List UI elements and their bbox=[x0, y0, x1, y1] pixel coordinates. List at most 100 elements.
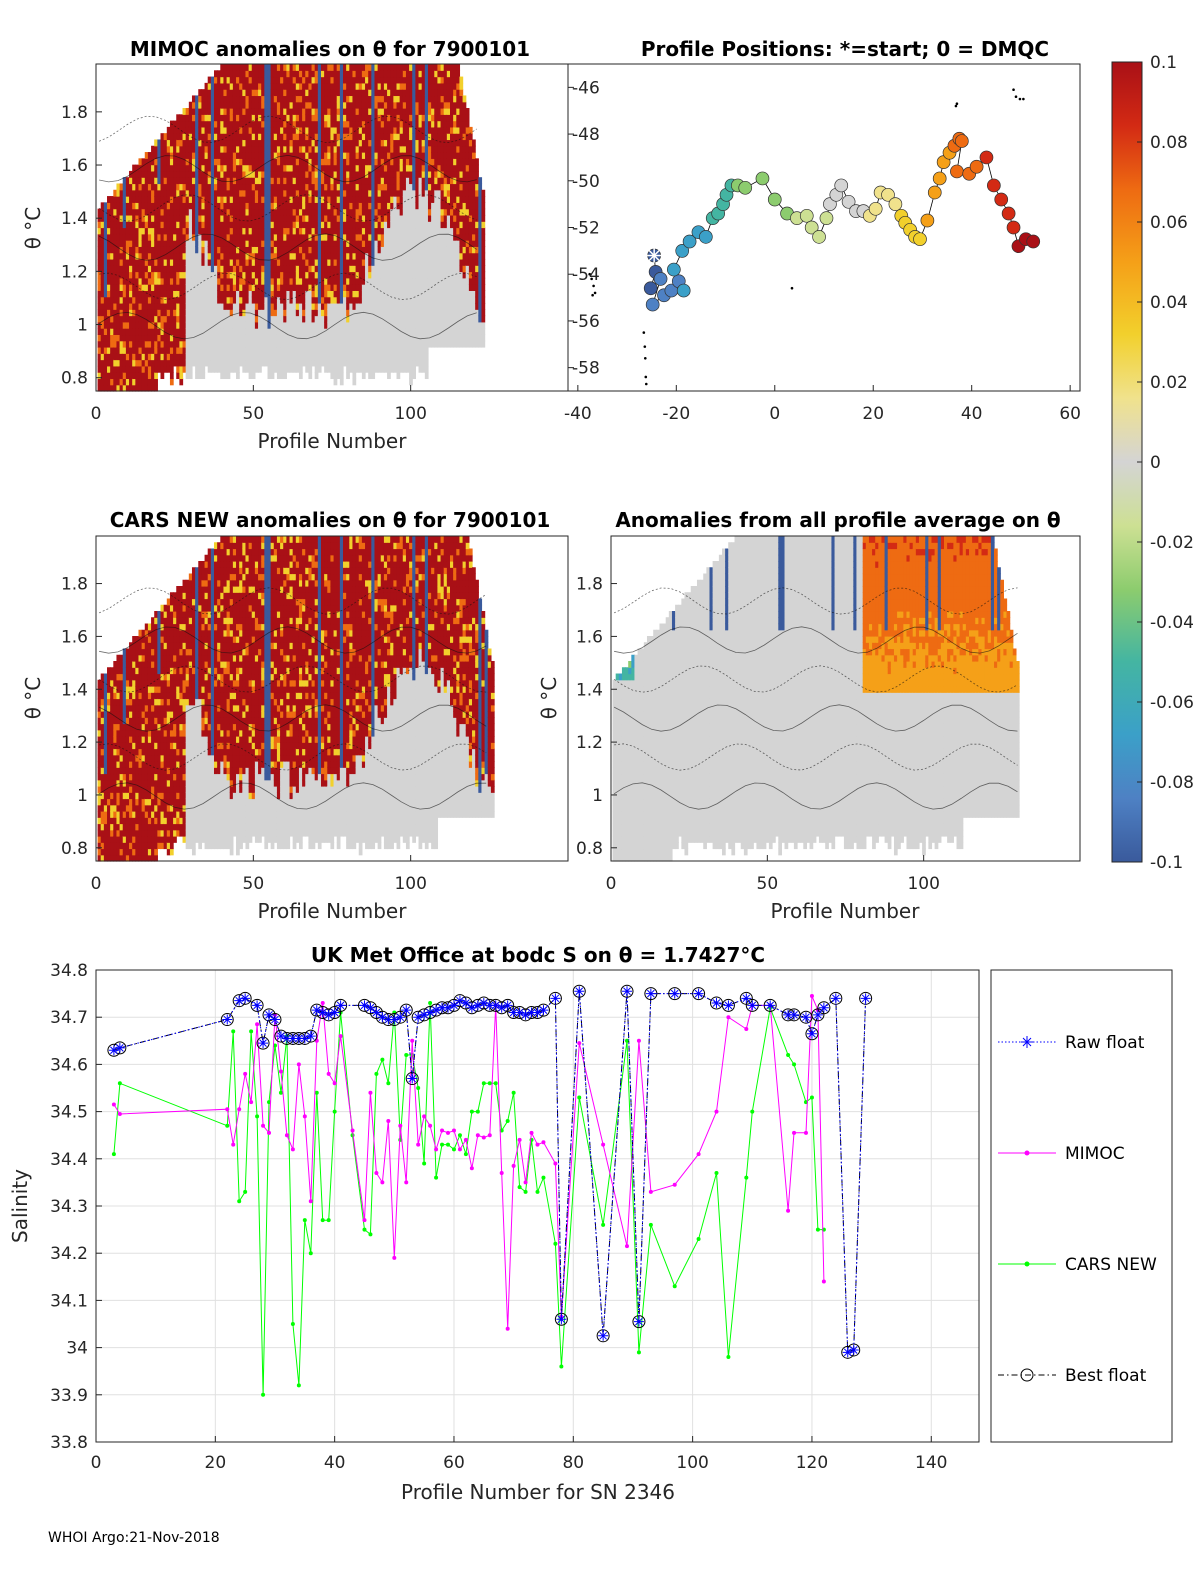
heat-cell bbox=[346, 95, 350, 103]
heat-cell bbox=[346, 277, 350, 285]
heat-cell bbox=[440, 139, 445, 147]
heat-cell bbox=[122, 252, 127, 260]
heat-cell bbox=[383, 227, 388, 235]
heat-cell bbox=[185, 315, 190, 323]
heat-cell bbox=[286, 196, 291, 203]
heat-cell bbox=[280, 114, 284, 122]
heat-cell bbox=[434, 208, 439, 216]
heat-cell bbox=[264, 246, 269, 254]
heat-cell bbox=[210, 284, 215, 291]
heat-cell bbox=[173, 346, 177, 354]
heat-cell bbox=[437, 145, 442, 153]
heat-cell bbox=[276, 265, 281, 273]
heat-cell bbox=[147, 353, 152, 361]
heat-cell bbox=[286, 328, 291, 336]
heat-cell bbox=[169, 271, 174, 279]
heat-cell bbox=[431, 252, 435, 260]
heat-cell bbox=[116, 196, 121, 203]
heat-cell bbox=[261, 70, 265, 78]
heat-cell bbox=[431, 233, 435, 241]
heat-cell bbox=[239, 258, 243, 266]
heat-cell bbox=[308, 64, 313, 71]
heat-cell bbox=[368, 196, 372, 203]
heat-cell bbox=[147, 315, 152, 323]
heat-cell bbox=[361, 120, 366, 128]
heat-cell bbox=[144, 208, 149, 216]
heat-cell bbox=[245, 133, 250, 141]
heat-cell bbox=[418, 340, 423, 348]
heat-cell bbox=[368, 296, 372, 304]
heat-cell bbox=[308, 315, 313, 323]
heat-cell bbox=[412, 158, 416, 166]
heat-cell bbox=[365, 233, 369, 241]
heat-cell bbox=[195, 158, 199, 166]
heat-cell bbox=[229, 189, 234, 197]
heat-cell bbox=[346, 76, 350, 84]
heat-cell bbox=[116, 246, 121, 254]
heat-cell bbox=[214, 227, 218, 235]
heat-cell bbox=[365, 89, 369, 97]
heat-cell bbox=[295, 170, 300, 178]
heat-cell bbox=[176, 152, 180, 159]
heat-cell bbox=[166, 240, 171, 247]
heat-cell bbox=[264, 208, 269, 216]
heat-cell bbox=[387, 95, 391, 103]
heat-cell bbox=[314, 114, 319, 122]
heat-cell bbox=[330, 315, 335, 323]
heat-cell bbox=[336, 145, 341, 153]
heat-cell bbox=[270, 302, 275, 310]
heat-cell bbox=[144, 384, 149, 392]
heat-cell bbox=[144, 152, 149, 159]
heat-cell bbox=[427, 158, 432, 166]
heat-cell bbox=[387, 64, 391, 71]
heat-cell bbox=[324, 126, 328, 134]
heat-cell bbox=[346, 177, 350, 185]
heat-cell bbox=[374, 353, 379, 361]
heat-cell bbox=[103, 208, 108, 216]
heat-cell bbox=[440, 309, 445, 317]
heat-cell bbox=[220, 353, 225, 361]
heat-cell bbox=[280, 334, 284, 342]
heat-cell bbox=[305, 252, 309, 260]
heat-cell bbox=[135, 365, 140, 373]
heat-cell bbox=[324, 208, 328, 216]
heat-cell bbox=[248, 196, 253, 203]
heat-cell bbox=[239, 246, 243, 254]
heat-cell bbox=[339, 196, 344, 203]
heat-cell bbox=[217, 284, 221, 291]
heat-cell bbox=[393, 365, 398, 373]
heat-cell bbox=[421, 152, 426, 159]
heat-cell bbox=[191, 214, 196, 222]
heat-cell bbox=[361, 208, 366, 216]
heat-cell bbox=[440, 101, 445, 109]
heat-cell bbox=[355, 359, 360, 367]
heat-cell bbox=[308, 277, 313, 285]
heat-cell bbox=[119, 359, 124, 367]
heat-cell bbox=[204, 82, 209, 90]
heat-cell bbox=[204, 296, 209, 304]
heat-cell bbox=[248, 340, 253, 348]
heat-cell bbox=[292, 321, 297, 329]
heat-cell bbox=[119, 208, 124, 216]
heat-cell bbox=[210, 252, 215, 260]
heat-cell bbox=[434, 177, 439, 185]
heat-cell bbox=[405, 189, 410, 197]
heat-cell bbox=[355, 196, 360, 203]
heat-cell bbox=[302, 164, 306, 172]
heat-cell bbox=[434, 82, 439, 90]
heat-cell bbox=[239, 302, 243, 310]
heat-cell bbox=[258, 101, 262, 109]
heat-cell bbox=[214, 82, 218, 90]
heat-cell bbox=[390, 126, 394, 134]
heat-cell bbox=[276, 70, 281, 78]
heat-cell bbox=[236, 114, 240, 122]
heat-cell bbox=[207, 315, 212, 323]
heat-cell bbox=[236, 372, 240, 380]
heat-cell bbox=[320, 95, 325, 103]
heat-cell bbox=[383, 114, 388, 122]
heat-cell bbox=[380, 196, 385, 203]
heat-cell bbox=[308, 353, 313, 361]
heat-cell bbox=[427, 296, 432, 304]
heat-cell bbox=[110, 334, 114, 342]
heat-cell bbox=[169, 346, 174, 354]
